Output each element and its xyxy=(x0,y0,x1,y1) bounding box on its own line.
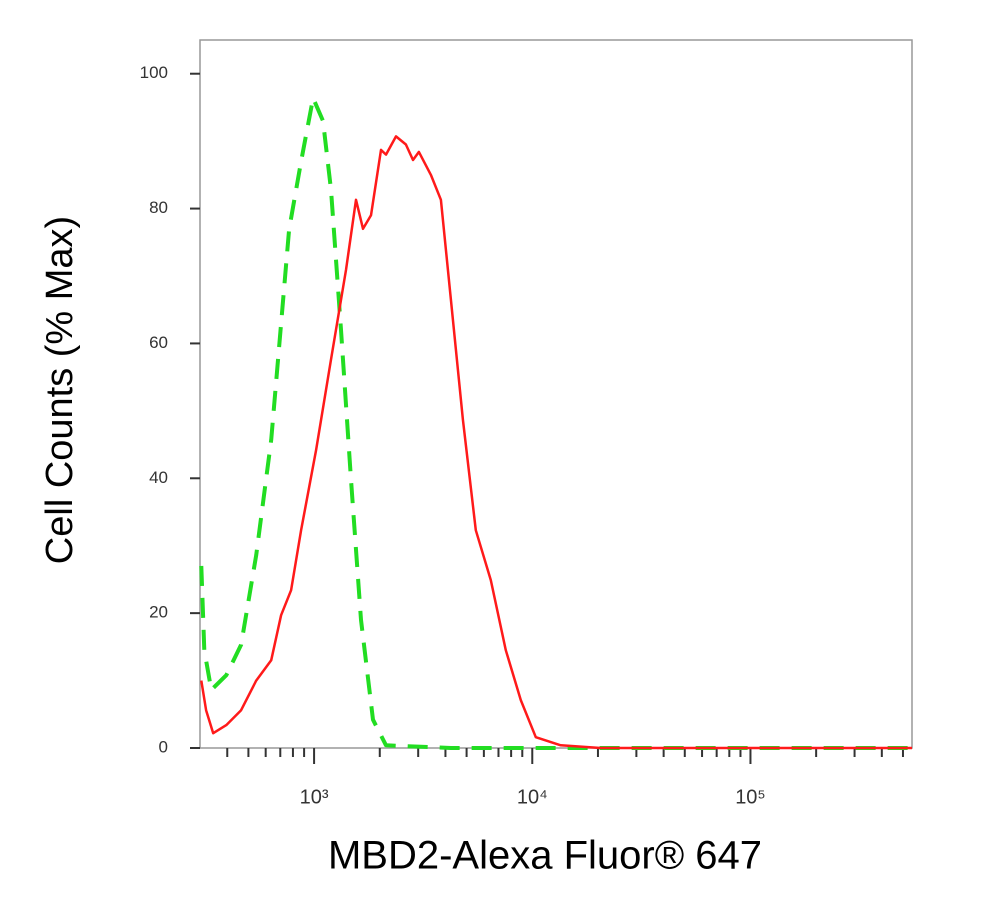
x-tick-label: 10³ xyxy=(300,786,329,808)
y-tick-label: 80 xyxy=(149,198,168,217)
x-axis-label: MBD2-Alexa Fluor® 647 xyxy=(328,834,762,878)
y-tick-label: 0 xyxy=(159,737,168,756)
plot-frame xyxy=(199,39,913,749)
y-tick-label: 20 xyxy=(149,603,168,622)
y-axis-label: Cell Counts (% Max) xyxy=(39,216,81,564)
series-line xyxy=(199,96,912,750)
x-tick-label: 10⁴ xyxy=(517,786,548,808)
series-line xyxy=(200,135,912,750)
y-tick-label: 100 xyxy=(140,63,168,82)
y-tick-label: 40 xyxy=(149,468,168,487)
y-tick-label: 60 xyxy=(149,333,168,352)
x-tick-label: 10⁵ xyxy=(735,786,766,808)
